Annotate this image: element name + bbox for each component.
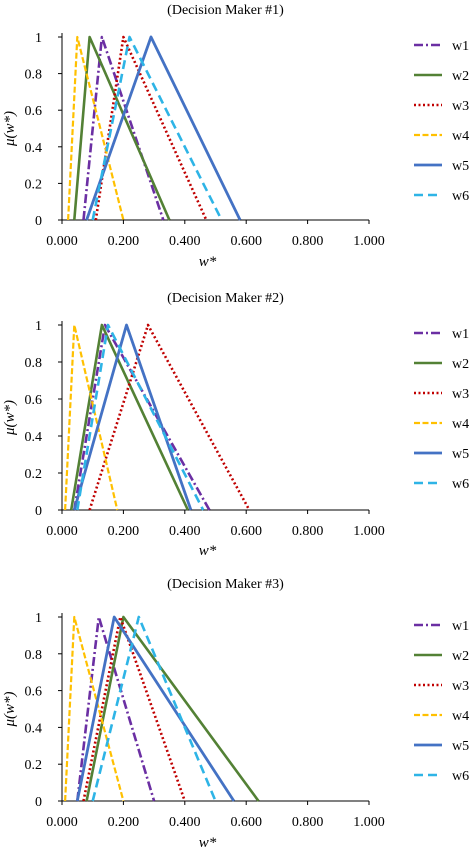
series-line-w6 bbox=[91, 615, 217, 802]
x-tick-label: 0.800 bbox=[292, 815, 324, 830]
y-tick-label: 0 bbox=[35, 504, 42, 519]
x-tick-label: 0.400 bbox=[169, 815, 201, 830]
x-axis-label: w* bbox=[199, 835, 217, 851]
legend-label-w4: w4 bbox=[452, 129, 469, 144]
legend-label-w2: w2 bbox=[452, 357, 469, 372]
y-tick-label: 0.8 bbox=[25, 648, 43, 663]
series-line-w2 bbox=[85, 615, 260, 802]
y-tick-label: 0.6 bbox=[25, 393, 43, 408]
series-line-w3 bbox=[88, 323, 251, 511]
legend-label-w5: w5 bbox=[452, 447, 469, 462]
legend-label-w4: w4 bbox=[452, 709, 469, 724]
x-tick-label: 1.000 bbox=[353, 234, 385, 249]
x-axis-label: w* bbox=[199, 254, 217, 270]
series-line-w1 bbox=[73, 323, 211, 511]
y-tick-label: 0.4 bbox=[25, 430, 43, 445]
legend-label-w3: w3 bbox=[452, 679, 469, 694]
x-tick-label: 1.000 bbox=[353, 524, 385, 539]
chart-title: (Decision Maker #2) bbox=[167, 291, 284, 306]
panel-2: (Decision Maker #2) 0 0.2 0.4 0.6 0.8 1 0.000 0.… bbox=[2, 291, 469, 559]
legend-label-w6: w6 bbox=[452, 477, 469, 492]
y-tick-label: 0.4 bbox=[25, 141, 43, 156]
series-line-w4 bbox=[64, 323, 119, 511]
x-tick-label: 0.600 bbox=[230, 234, 262, 249]
y-tick-label: 0 bbox=[35, 214, 42, 229]
series-line-w1 bbox=[76, 615, 156, 802]
series-line-w2 bbox=[69, 323, 190, 511]
legend-label-w1: w1 bbox=[452, 39, 469, 54]
legend-label-w3: w3 bbox=[452, 99, 469, 114]
legend-label-w1: w1 bbox=[452, 619, 469, 634]
chart-title: (Decision Maker #1) bbox=[167, 3, 284, 18]
x-tick-label: 0.200 bbox=[108, 815, 140, 830]
series-line-w5 bbox=[85, 35, 242, 221]
x-tick-label: 0.600 bbox=[230, 524, 262, 539]
series-line-w3 bbox=[94, 35, 208, 221]
x-tick-label: 0.600 bbox=[230, 815, 262, 830]
y-axis-label: μ(w*) bbox=[2, 691, 18, 727]
y-tick-label: 0.8 bbox=[25, 68, 43, 83]
y-axis-label: μ(w*) bbox=[2, 400, 18, 436]
y-axis-label: μ(w*) bbox=[2, 111, 18, 147]
x-tick-label: 0.000 bbox=[46, 234, 78, 249]
x-axis-label: w* bbox=[199, 543, 217, 559]
legend-label-w5: w5 bbox=[452, 739, 469, 754]
y-tick-label: 1 bbox=[35, 611, 42, 626]
legend-label-w2: w2 bbox=[452, 649, 469, 664]
legend-label-w1: w1 bbox=[452, 327, 469, 342]
panel-1: (Decision Maker #1) 0 0.2 0.4 0.6 0.8 1 0.000 0.… bbox=[2, 3, 469, 270]
x-tick-label: 1.000 bbox=[353, 815, 385, 830]
series-line-w6 bbox=[91, 35, 223, 221]
panel-3: (Decision Maker #3) 0 0.2 0.4 0.6 0.8 1 0.000 0.… bbox=[2, 577, 469, 851]
legend-label-w6: w6 bbox=[452, 189, 469, 204]
y-tick-label: 0.8 bbox=[25, 356, 43, 371]
y-tick-label: 0 bbox=[35, 795, 42, 810]
legend-label-w2: w2 bbox=[452, 69, 469, 84]
y-tick-label: 0.2 bbox=[25, 177, 43, 192]
x-tick-label: 0.400 bbox=[169, 234, 201, 249]
y-tick-label: 0.4 bbox=[25, 721, 43, 736]
series-line-w6 bbox=[76, 323, 205, 511]
legend-label-w4: w4 bbox=[452, 417, 469, 432]
legend-label-w6: w6 bbox=[452, 769, 469, 784]
x-tick-label: 0.000 bbox=[46, 815, 78, 830]
legend: w1 w2 w3 w4 w5 w6 bbox=[414, 619, 469, 784]
legend: w1 w2 w3 w4 w5 w6 bbox=[414, 39, 469, 204]
y-tick-label: 1 bbox=[35, 319, 42, 334]
x-tick-label: 0.800 bbox=[292, 234, 324, 249]
legend: w1 w2 w3 w4 w5 w6 bbox=[414, 327, 469, 492]
legend-label-w3: w3 bbox=[452, 387, 469, 402]
y-tick-label: 0.2 bbox=[25, 758, 43, 773]
y-tick-label: 1 bbox=[35, 31, 42, 46]
x-tick-label: 0.400 bbox=[169, 524, 201, 539]
series-line-w5 bbox=[75, 615, 236, 802]
y-tick-label: 0.6 bbox=[25, 685, 43, 700]
x-tick-label: 0.200 bbox=[108, 234, 140, 249]
series-line-w5 bbox=[72, 323, 193, 511]
y-tick-label: 0.2 bbox=[25, 467, 43, 482]
series-line-w2 bbox=[73, 35, 171, 221]
y-tick-label: 0.6 bbox=[25, 104, 43, 119]
chart-title: (Decision Maker #3) bbox=[167, 577, 284, 592]
x-tick-label: 0.800 bbox=[292, 524, 324, 539]
legend-label-w5: w5 bbox=[452, 159, 469, 174]
x-tick-label: 0.000 bbox=[46, 524, 78, 539]
x-tick-label: 0.200 bbox=[108, 524, 140, 539]
